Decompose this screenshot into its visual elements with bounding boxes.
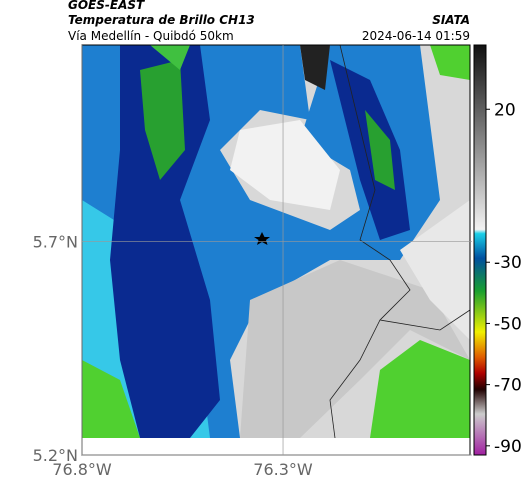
title: Temperatura de Brillo CH13	[68, 13, 255, 27]
agency: GOES-EAST	[68, 0, 145, 12]
colorbar-tick-label: -70	[494, 376, 522, 396]
source: SIATA	[432, 13, 470, 27]
colorbar-tick-label: 20	[494, 100, 516, 120]
subtitle: Vía Medellín - Quibdó 50km	[68, 29, 234, 43]
timestamp: 2024-06-14 01:59	[362, 29, 470, 43]
y-tick-label: 5.2°N	[33, 446, 78, 465]
colorbar-tick-label: -30	[494, 253, 522, 273]
colorbar-tick-label: -90	[494, 437, 522, 457]
colorbar	[473, 44, 487, 456]
x-tick-label: 76.3°W	[253, 460, 313, 479]
colorbar-tick-label: -50	[494, 314, 522, 334]
y-tick-label: 5.7°N	[33, 232, 78, 251]
x-tick-label: 76.8°W	[52, 460, 112, 479]
